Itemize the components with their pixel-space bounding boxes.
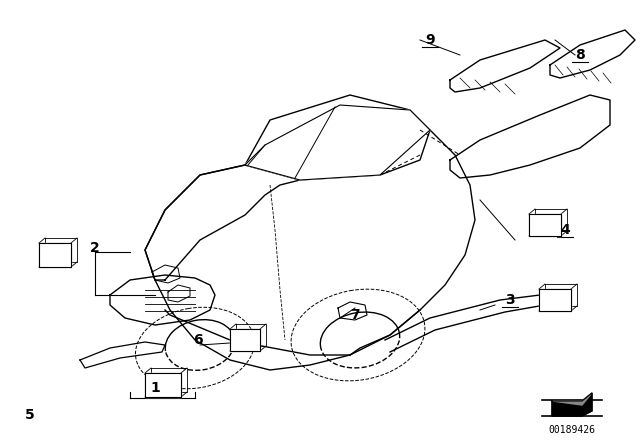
- Text: 7: 7: [350, 308, 360, 322]
- Polygon shape: [39, 243, 71, 267]
- Polygon shape: [529, 214, 561, 236]
- Text: 4: 4: [560, 223, 570, 237]
- Polygon shape: [539, 289, 571, 311]
- Text: 1: 1: [150, 381, 160, 395]
- Text: 5: 5: [25, 408, 35, 422]
- Text: 3: 3: [505, 293, 515, 307]
- Polygon shape: [552, 393, 592, 416]
- Polygon shape: [552, 393, 592, 405]
- Polygon shape: [230, 329, 260, 351]
- Polygon shape: [245, 105, 430, 180]
- Text: 6: 6: [193, 333, 203, 347]
- Polygon shape: [145, 373, 181, 397]
- Text: 2: 2: [90, 241, 100, 255]
- Text: 00189426: 00189426: [548, 425, 595, 435]
- Text: 8: 8: [575, 48, 585, 62]
- Text: 9: 9: [425, 33, 435, 47]
